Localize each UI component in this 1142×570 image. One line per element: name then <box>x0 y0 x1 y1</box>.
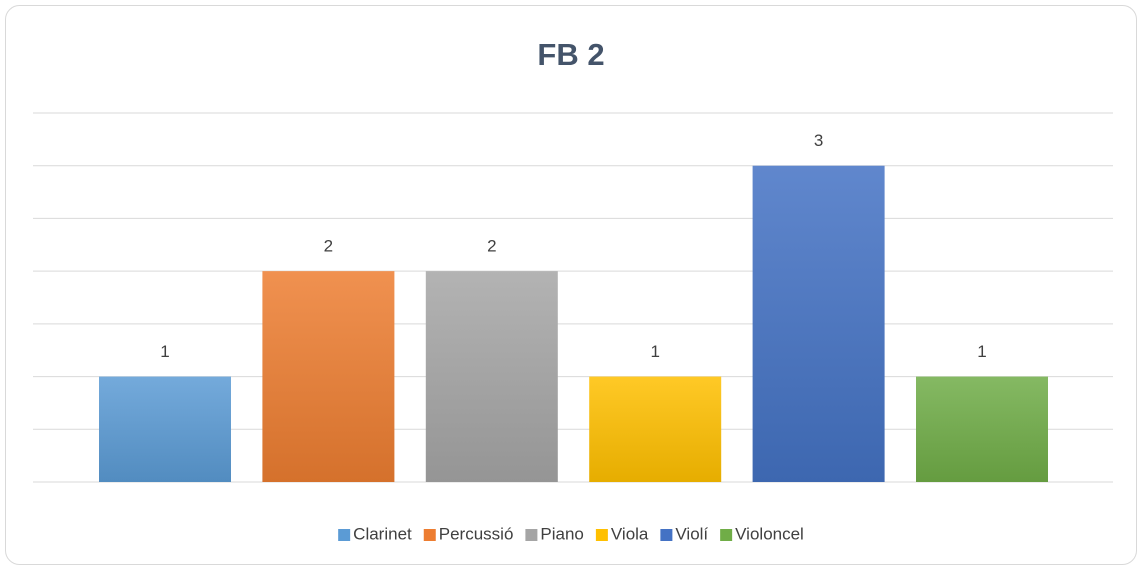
legend-label: Percussió <box>439 524 514 543</box>
data-label: 1 <box>160 342 169 361</box>
legend-label: Clarinet <box>353 524 412 543</box>
legend-swatch <box>423 529 436 541</box>
data-label: 2 <box>487 237 496 256</box>
data-label: 1 <box>650 342 659 361</box>
legend-label: Piano <box>540 524 583 543</box>
legend-swatch <box>525 529 538 541</box>
bar <box>425 271 558 482</box>
legend-label: Viola <box>611 524 649 543</box>
bar <box>752 165 885 482</box>
legend-swatch <box>660 529 673 541</box>
chart-title: FB 2 <box>537 37 604 72</box>
data-label: 2 <box>324 237 333 256</box>
legend-label: Violí <box>675 524 708 543</box>
legend-swatch <box>595 529 608 541</box>
bar <box>589 376 722 482</box>
data-label: 3 <box>814 131 823 150</box>
bar <box>99 376 231 482</box>
bar <box>262 271 395 482</box>
data-label: 1 <box>977 342 986 361</box>
legend-swatch <box>338 529 351 541</box>
legend: Clarinet Percussió Piano Viola Violí Violonce… <box>338 524 804 543</box>
legend-label: Violoncel <box>735 524 804 543</box>
bar <box>916 376 1048 482</box>
legend-swatch <box>720 529 733 541</box>
